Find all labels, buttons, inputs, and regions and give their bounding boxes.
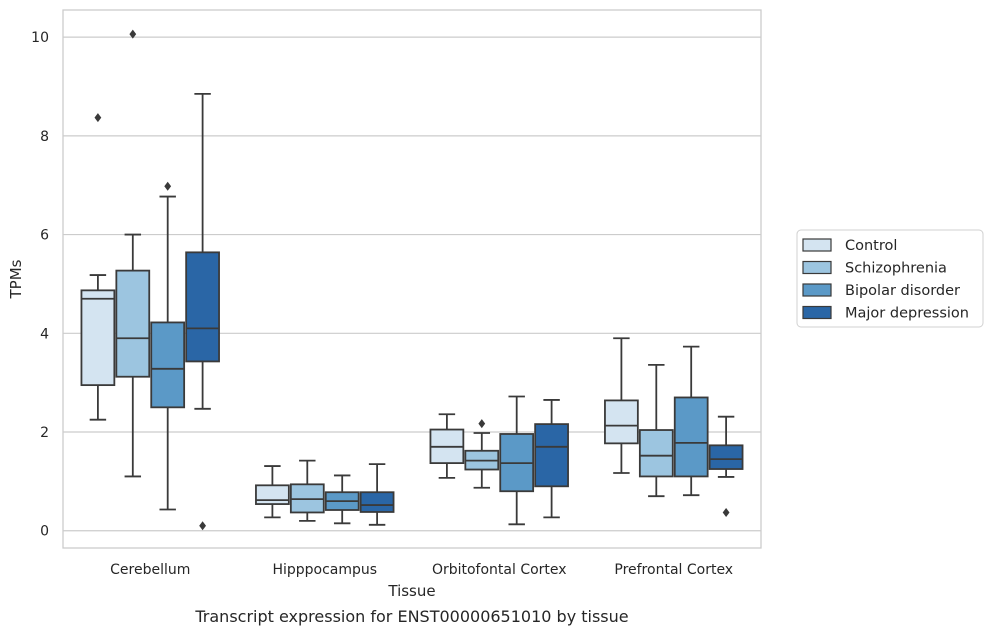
box-group bbox=[604, 337, 639, 474]
y-tick-label: 8 bbox=[40, 129, 49, 145]
y-tick-label: 6 bbox=[40, 228, 49, 244]
box bbox=[673, 396, 709, 478]
outlier-point bbox=[478, 419, 486, 429]
box-group bbox=[289, 459, 325, 522]
legend-swatch bbox=[802, 238, 832, 252]
box bbox=[150, 321, 186, 409]
box-group bbox=[708, 415, 744, 517]
box-group bbox=[150, 181, 186, 511]
x-tick-labels: Cerebellum Hipppocampus Orbitofontal Corte… bbox=[110, 562, 733, 578]
box-group bbox=[534, 399, 569, 519]
box-group bbox=[464, 419, 500, 489]
outlier-point bbox=[129, 29, 137, 39]
outlier-point bbox=[199, 521, 206, 531]
x-tick-label: Cerebellum bbox=[110, 562, 190, 578]
x-tick-label: Hipppocampus bbox=[272, 562, 377, 578]
box-group bbox=[324, 474, 360, 525]
outlier-point bbox=[94, 113, 102, 123]
box bbox=[359, 491, 395, 513]
box-group bbox=[115, 29, 151, 478]
box-group bbox=[499, 395, 535, 526]
x-tick-label: Prefrontal Cortex bbox=[614, 562, 733, 578]
box bbox=[638, 429, 674, 478]
legend-swatch bbox=[802, 260, 832, 275]
box-group bbox=[638, 363, 674, 498]
legend-label: Control bbox=[845, 238, 897, 254]
x-axis-label: Tissue bbox=[387, 582, 435, 600]
y-tick-label: 2 bbox=[40, 425, 49, 441]
box-group bbox=[255, 465, 290, 519]
chart-caption: Transcript expression for ENST0000065101… bbox=[194, 607, 628, 626]
y-tick-label: 10 bbox=[31, 30, 49, 46]
box bbox=[115, 269, 151, 378]
y-tick-labels: 0 2 4 6 8 10 bbox=[31, 30, 49, 540]
box-group bbox=[185, 93, 220, 531]
box bbox=[708, 444, 744, 470]
y-axis-label: TPMs bbox=[7, 259, 25, 299]
legend-swatch bbox=[802, 283, 832, 297]
box bbox=[604, 399, 639, 445]
box bbox=[80, 289, 116, 387]
legend-swatch bbox=[802, 305, 832, 320]
box-group bbox=[429, 413, 465, 479]
legend-label: Major depression bbox=[845, 306, 969, 322]
box-group bbox=[80, 113, 116, 421]
box-plots bbox=[80, 29, 744, 531]
outlier-point bbox=[722, 507, 730, 517]
box bbox=[534, 423, 569, 488]
legend-label: Bipolar disorder bbox=[845, 283, 960, 299]
x-tick-label: Orbitofontal Cortex bbox=[432, 562, 567, 578]
box bbox=[255, 484, 290, 505]
legend-frame bbox=[796, 229, 984, 328]
plot-frame bbox=[62, 9, 762, 549]
box-group bbox=[673, 345, 709, 497]
outlier-point bbox=[164, 181, 172, 191]
box-group bbox=[359, 463, 395, 526]
legend: Control Schizophrenia Bipolar disorder Majo… bbox=[796, 229, 984, 328]
y-tick-label: 0 bbox=[40, 524, 49, 540]
box bbox=[185, 251, 220, 363]
y-tick-label: 4 bbox=[40, 326, 49, 342]
legend-label: Schizophrenia bbox=[845, 261, 947, 277]
